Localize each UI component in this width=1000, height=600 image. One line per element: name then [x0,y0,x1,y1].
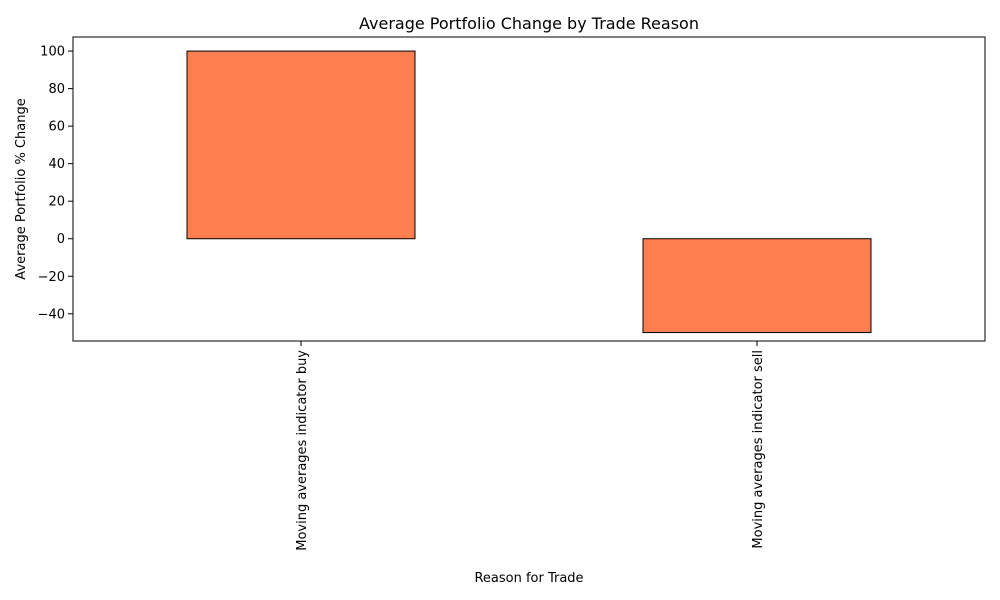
y-tick-label: 40 [48,157,65,172]
y-axis: −40 −20 0 20 40 60 80 100 [38,45,73,322]
y-tick-label: −40 [38,307,65,322]
y-tick-label: −20 [38,270,65,285]
x-axis-label: Reason for Trade [474,571,583,586]
x-axis: Moving averages indicator buy Moving aver… [295,341,766,551]
chart-title: Average Portfolio Change by Trade Reason [359,14,699,33]
y-tick-label: 100 [40,45,65,60]
y-tick-label: 0 [57,232,65,247]
bars-layer [186,50,872,334]
plot-frame [72,36,986,342]
bar-0 [186,50,416,240]
x-tick-label: Moving averages indicator buy [295,350,310,551]
x-tick-label: Moving averages indicator sell [751,350,766,549]
y-axis-label: Average Portfolio % Change [14,98,29,279]
y-tick-label: 80 [48,82,65,97]
bar-1 [642,238,872,334]
y-tick-label: 60 [48,120,65,135]
y-tick-label: 20 [48,195,65,210]
